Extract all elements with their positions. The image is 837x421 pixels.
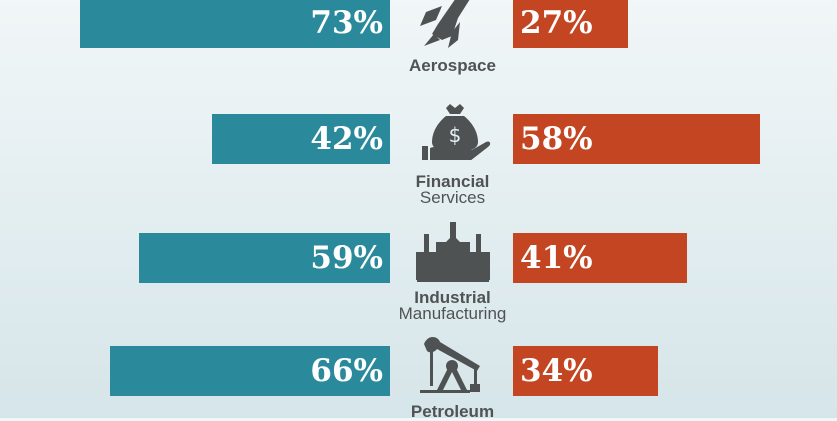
category-label: Industrial Manufacturing xyxy=(380,288,525,323)
category-label-line1: Financial xyxy=(415,172,490,191)
category-label-line1: Industrial xyxy=(414,288,491,307)
money-bag-hand-icon xyxy=(422,104,491,160)
bar-left: 73% xyxy=(79,0,390,48)
bar-left: 59% xyxy=(139,233,390,283)
bar-right: 27% xyxy=(513,0,628,48)
factory-icon xyxy=(416,222,490,282)
bar-right: 58% xyxy=(513,114,760,164)
category-label: Financial Services xyxy=(380,172,525,207)
rocket-icon xyxy=(420,0,482,48)
bar-left: 66% xyxy=(109,346,390,396)
oil-pump-icon xyxy=(420,337,480,393)
category-label-line2: Manufacturing xyxy=(398,304,507,323)
category-label-line1: Aerospace xyxy=(409,56,496,75)
bar-right: 41% xyxy=(513,233,688,283)
bar-left: 42% xyxy=(211,114,390,164)
category-label-line1: Petroleum xyxy=(410,402,495,421)
bar-right: 34% xyxy=(513,346,658,396)
category-label: Aerospace xyxy=(380,56,525,75)
category-label: Petroleum xyxy=(380,402,525,421)
category-label-line2: Services xyxy=(419,188,486,207)
